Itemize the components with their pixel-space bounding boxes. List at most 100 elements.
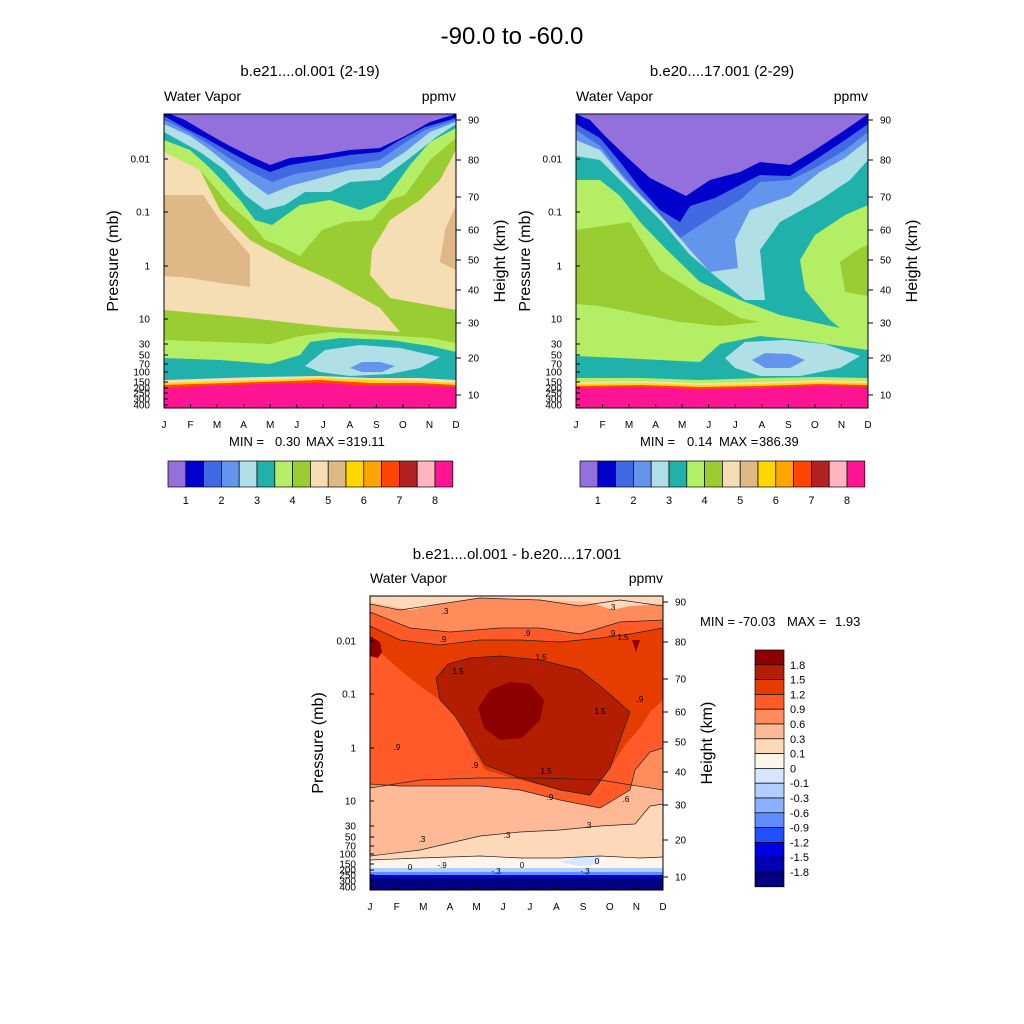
colorbar-box: [221, 460, 240, 488]
colorbar-box: [754, 649, 785, 666]
right-max-label: MAX =: [719, 434, 758, 449]
right-variable-label: Water Vapor: [576, 88, 653, 104]
x-tick-label: A: [758, 420, 765, 431]
x-tick-label: M: [678, 420, 686, 431]
right-min-label: MIN =: [640, 434, 675, 449]
diff-colorbar: 1.8 1.5 1.2 0.9 0.6 0.3 0.1 0 -0.1 -0.3 -0.6 -0.9 -1…: [754, 649, 809, 888]
diff-plot-field: [369, 595, 664, 891]
pressure-tick-label: 1: [556, 262, 562, 273]
x-tick-label: A: [553, 902, 560, 913]
height-tick-label: 20: [880, 354, 892, 365]
right-panel-title: b.e20....17.001 (2-29): [650, 63, 794, 80]
colorbar-box: [754, 694, 785, 710]
colorbar-box: [754, 871, 785, 888]
colorbar-label: 1.5: [790, 675, 805, 687]
colorbar-box: [722, 460, 741, 488]
x-tick-label: J: [368, 902, 373, 913]
x-tick-label: J: [162, 420, 167, 431]
colorbar-label: -0.1: [790, 778, 809, 790]
contour-label: .3: [504, 831, 511, 840]
colorbar-box: [274, 460, 293, 488]
pressure-tick-label: 1: [350, 744, 356, 755]
colorbar-label: 3: [254, 495, 260, 507]
x-tick-label: S: [785, 420, 792, 431]
colorbar-box: [754, 768, 785, 784]
left-max-label: MAX =: [306, 434, 345, 449]
contour-label: .9: [547, 793, 554, 802]
left-units-label: ppmv: [422, 88, 456, 104]
pressure-tick-label: 30: [139, 340, 151, 351]
colorbar-box: [167, 460, 187, 488]
x-tick-label: D: [452, 420, 459, 431]
contour-label: .3: [585, 821, 592, 830]
colorbar-box: [828, 460, 848, 488]
pressure-tick-label: 30: [551, 340, 563, 351]
difference-panel: b.e21....ol.001 - b.e20....17.001 Water …: [310, 546, 860, 913]
colorbar-label: 6: [773, 495, 779, 507]
height-tick-label: 30: [880, 319, 892, 330]
x-tick-label: A: [240, 420, 247, 431]
height-tick-label: 20: [468, 354, 480, 365]
pressure-tick-label: 250: [545, 389, 562, 400]
diff-contour-labels: .3.3.9.9.91.51.51.51.5.91.5.9.9.9.6.3.3.…: [394, 603, 644, 876]
colorbar-box: [754, 782, 785, 799]
pressure-tick-label: 200: [133, 384, 150, 395]
contour-label: .9: [637, 695, 644, 704]
pressure-tick-label: 300: [339, 877, 356, 888]
height-tick-label: 50: [468, 256, 480, 267]
pressure-tick-label: 150: [339, 860, 356, 871]
height-tick-label: 80: [468, 156, 480, 167]
colorbar-label: 1.2: [790, 689, 805, 701]
colorbar-box: [292, 460, 311, 488]
colorbar-label: 0.1: [790, 749, 805, 761]
left-ylabel: Pressure (mb): [105, 210, 122, 311]
colorbar-box: [633, 460, 652, 488]
diff-ylabel: Pressure (mb): [310, 692, 327, 793]
right-units-label: ppmv: [834, 88, 868, 104]
height-tick-label: 10: [675, 873, 687, 884]
diff-contour-lines: [369, 597, 664, 861]
colorbar-box: [754, 723, 785, 740]
x-tick-label: S: [373, 420, 380, 431]
colorbar-label: 4: [702, 495, 708, 507]
pressure-tick-label: 400: [339, 883, 356, 894]
contour-label: 1.5: [617, 633, 629, 642]
pressure-tick-label: 50: [551, 351, 563, 362]
contour-label: .9: [440, 635, 447, 644]
colorbar-box: [754, 664, 785, 680]
diff-variable-label: Water Vapor: [370, 570, 447, 586]
colorbar-box: [345, 460, 365, 488]
colorbar-label: 1.8: [790, 660, 805, 672]
x-tick-label: J: [706, 420, 711, 431]
colorbar-label: -1.5: [790, 852, 809, 864]
colorbar-box: [739, 460, 759, 488]
height-tick-label: 70: [880, 193, 892, 204]
contour-label: -.3: [580, 867, 590, 876]
x-tick-label: N: [838, 420, 845, 431]
colorbar-label: 8: [844, 495, 850, 507]
colorbar-box: [399, 460, 418, 488]
colorbar-label: 1: [183, 495, 189, 507]
colorbar-label: 0: [790, 763, 796, 775]
x-tick-label: M: [266, 420, 274, 431]
pressure-tick-label: 70: [551, 360, 563, 371]
x-tick-label: M: [213, 420, 221, 431]
x-tick-label: O: [399, 420, 407, 431]
pressure-tick-label: 10: [551, 315, 563, 326]
colorbar-label: 2: [630, 495, 636, 507]
height-tick-label: 30: [468, 319, 480, 330]
diff-max-label: MAX =: [787, 614, 826, 629]
left-min-value: 0.30: [275, 434, 300, 449]
x-tick-label: M: [472, 902, 480, 913]
colorbar-box: [363, 460, 382, 488]
page-title: -90.0 to -60.0: [441, 23, 584, 50]
x-tick-label: A: [346, 420, 353, 431]
height-tick-label: 80: [880, 156, 892, 167]
pressure-tick-label: 100: [339, 850, 356, 861]
colorbar-box: [754, 856, 785, 873]
colorbar-label: 0.6: [790, 719, 805, 731]
height-tick-label: 60: [468, 226, 480, 237]
